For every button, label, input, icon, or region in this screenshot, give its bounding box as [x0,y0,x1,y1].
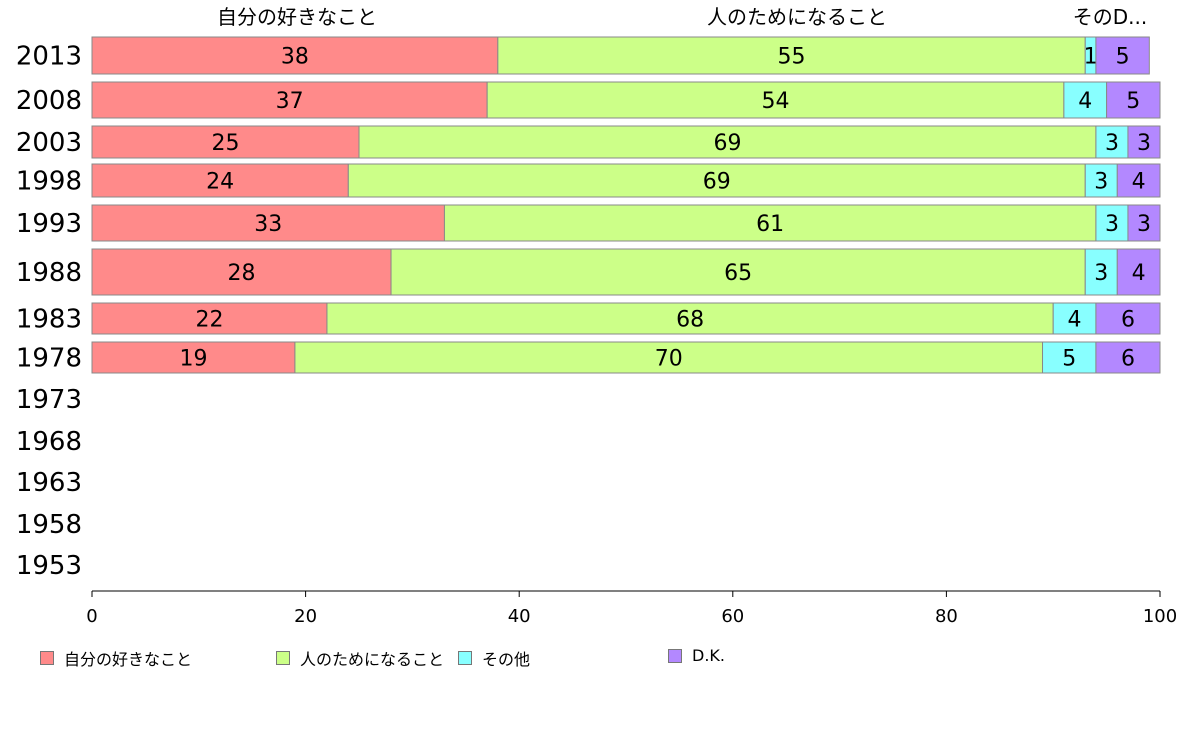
bar-value-label: 69 [713,131,741,156]
x-tick-label: 100 [1143,606,1177,627]
bar-value-label: 19 [179,347,207,372]
bar-value-label: 54 [762,89,790,114]
bar-segment [1116,163,1161,198]
bar-segment [1095,36,1150,75]
bar-value-label: 6 [1121,308,1135,333]
legend-item: D.K. [668,646,725,665]
legend-swatch [668,648,682,663]
bar-segment [91,125,360,159]
bar-segment [347,163,1086,198]
bar-value-label: 4 [1068,308,1082,333]
legend-label: 自分の好きなこと [64,650,193,669]
legend-label: その他 [482,650,531,669]
bar-value-label: 3 [1137,131,1151,156]
year-label: 1998 [16,167,82,197]
bar-segment [1095,302,1161,335]
year-label: 1958 [16,510,82,540]
bar-segment [91,81,488,119]
bar-value-label: 70 [655,347,683,372]
bar-value-label: 28 [228,261,256,286]
bar-segment [443,204,1097,242]
bar-value-label: 3 [1094,170,1108,195]
x-tick-label: 0 [86,606,97,627]
column-header: そのD... [1073,5,1147,29]
bar-value-label: 4 [1078,89,1092,114]
bars: 38 55 1 537 54 4 525 69 3 324 69 3 433 61 3 328 65 3 422 68… [91,36,1161,374]
year-label: 1988 [16,258,82,288]
bar-segment [358,125,1097,159]
bar-segment [91,204,445,242]
bar-value-label: 3 [1137,212,1151,237]
bar-value-label: 4 [1132,261,1146,286]
year-label: 1978 [16,344,82,374]
year-label: 1968 [16,427,82,457]
bar-segment [497,36,1086,75]
column-header: 人のためになること [707,5,887,29]
legend-item: 人のためになること [276,646,444,670]
year-label: 1993 [16,209,82,239]
bar-segment [91,302,328,335]
year-label: 2013 [16,42,82,72]
year-label: 1973 [16,385,82,415]
year-label: 1963 [16,468,82,498]
bar-value-label: 37 [276,89,304,114]
bar-value-label: 55 [778,45,806,70]
x-axis: 0 20 40 60 80 100 [86,590,1177,627]
year-labels: 2013 2008 2003 1998 1993 1988 1983 1978 1973 1968… [16,42,82,582]
bar-segment [1106,81,1161,119]
bar-value-label: 68 [676,308,704,333]
bar-value-label: 6 [1121,347,1135,372]
bar-value-label: 25 [212,131,240,156]
bar-segment [91,341,296,374]
stacked-bar-chart: 自分の好きなこと 人のためになること そのD... 38 55 1 537 54 4 525 69… [16,5,1177,627]
legend-item: 自分の好きなこと [40,646,192,670]
year-label: 2008 [16,86,82,116]
bar-segment [1127,204,1161,242]
bar-value-label: 5 [1062,347,1076,372]
x-tick-label: 40 [508,606,531,627]
bar-value-label: 5 [1126,89,1140,114]
bar-value-label: 24 [206,170,234,195]
bar-segment [1116,248,1161,296]
column-header: 自分の好きなこと [217,5,377,29]
year-label: 2003 [16,128,82,158]
bar-value-label: 61 [756,212,784,237]
bar-segment [1095,341,1161,374]
legend: 自分の好きなこと 人のためになること その他 D.K. [40,646,1140,669]
bar-value-label: 65 [724,261,752,286]
bar-value-label: 5 [1116,45,1130,70]
bar-value-label: 1 [1084,45,1098,70]
x-tick-label: 60 [721,606,744,627]
legend-label: 人のためになること [300,650,445,669]
bar-value-label: 3 [1105,212,1119,237]
bar-segment [91,163,349,198]
year-label: 1953 [16,551,82,581]
bar-value-label: 3 [1094,261,1108,286]
bar-segment [91,36,499,75]
bar-value-label: 22 [195,308,223,333]
legend-swatch [276,651,290,665]
legend-label: D.K. [692,646,725,665]
bar-value-label: 38 [281,45,309,70]
bar-value-label: 4 [1132,170,1146,195]
legend-item: その他 [458,646,530,670]
bar-value-label: 33 [254,212,282,237]
bar-segment [486,81,1065,119]
bar-segment [294,341,1044,374]
bar-segment [1084,248,1118,296]
bar-segment [1095,204,1129,242]
bar-segment [1127,125,1161,159]
bar-value-label: 3 [1105,131,1119,156]
legend-swatch [458,651,472,665]
x-tick-label: 20 [294,606,317,627]
legend-swatch [40,651,54,665]
column-headers: 自分の好きなこと 人のためになること そのD... [217,5,1147,29]
x-tick-label: 80 [935,606,958,627]
bar-segment [91,248,392,296]
bar-value-label: 69 [703,170,731,195]
bar-segment [1052,302,1097,335]
year-label: 1983 [16,305,82,335]
bar-segment [1063,81,1108,119]
